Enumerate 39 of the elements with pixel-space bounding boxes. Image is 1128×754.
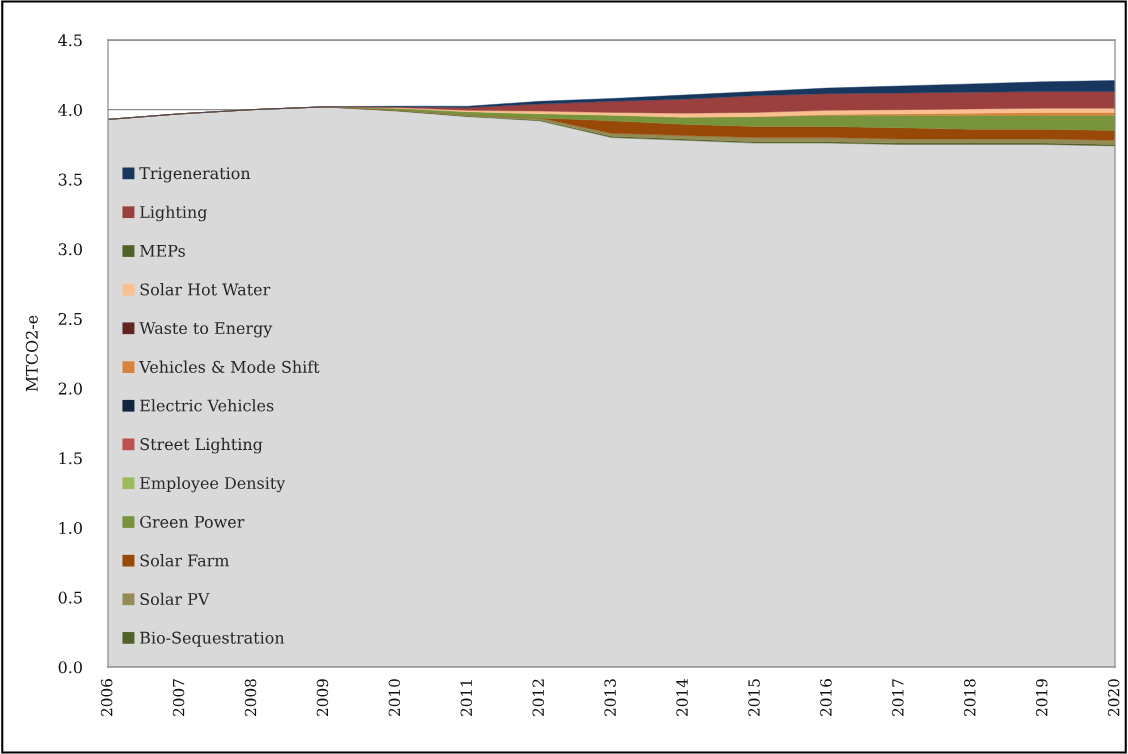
legend-label: Electric Vehicles xyxy=(140,399,274,412)
x-tick-label: 2015 xyxy=(748,679,760,716)
legend-label: MEPs xyxy=(140,244,185,257)
legend-label: Waste to Energy xyxy=(139,322,273,338)
x-tick-label: 2014 xyxy=(676,678,688,716)
y-tick-label: 2.0 xyxy=(58,382,82,395)
y-tick-label: 0.5 xyxy=(58,591,82,604)
legend-label: Solar Farm xyxy=(140,554,229,567)
legend-label: Solar Hot Water xyxy=(140,283,271,296)
x-tick-label: 2012 xyxy=(532,679,544,716)
legend-label: Solar PV xyxy=(140,592,210,606)
legend-label: Green Power xyxy=(140,515,245,528)
legend-label: Employee Density xyxy=(140,476,286,493)
x-tick-label: 2017 xyxy=(892,679,904,716)
x-tick-label: 2016 xyxy=(820,679,832,716)
y-tick-label: 3.0 xyxy=(58,243,82,256)
x-tick-label: 2018 xyxy=(964,679,976,716)
y-tick-label: 3.5 xyxy=(58,173,82,186)
x-tick-label: 2019 xyxy=(1035,679,1048,716)
legend-label: Vehicles & Mode Shift xyxy=(139,360,320,373)
legend-label: Street Lighting xyxy=(140,437,263,454)
y-tick-label: 4.0 xyxy=(58,103,82,116)
x-tick-label: 2020 xyxy=(1107,679,1120,716)
y-tick-label: 0.0 xyxy=(58,661,82,674)
legend-label: Bio-Sequestration xyxy=(140,631,285,647)
y-tick-label: 4.5 xyxy=(58,34,82,47)
x-tick-label: 2006 xyxy=(100,679,113,716)
y-tick-label: 1.5 xyxy=(59,452,82,465)
legend-label: Lighting xyxy=(140,205,208,222)
x-tick-label: 2008 xyxy=(244,679,257,716)
legend-label: Trigeneration xyxy=(139,167,251,183)
x-tick-label: 2010 xyxy=(388,679,401,716)
y-tick-label: 2.5 xyxy=(58,312,82,325)
x-tick-label: 2007 xyxy=(172,679,185,716)
x-tick-label: 2011 xyxy=(460,680,473,716)
x-tick-label: 2009 xyxy=(316,679,329,716)
y-axis-title: MTCO2-e xyxy=(25,315,38,392)
y-tick-label: 1.0 xyxy=(59,521,82,534)
x-tick-label: 2013 xyxy=(604,679,616,716)
